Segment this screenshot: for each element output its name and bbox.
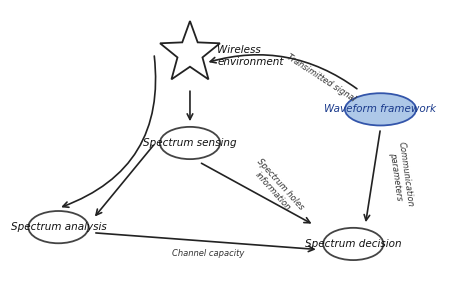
Text: Communication
parameters: Communication parameters xyxy=(387,141,415,209)
Text: Spectrum decision: Spectrum decision xyxy=(305,239,401,249)
Ellipse shape xyxy=(28,211,89,243)
Polygon shape xyxy=(160,21,220,79)
Text: Spectrum holes
information: Spectrum holes information xyxy=(247,157,305,219)
Ellipse shape xyxy=(323,228,383,260)
Ellipse shape xyxy=(160,127,220,159)
Text: Wireless
environment: Wireless environment xyxy=(217,45,283,67)
Text: Transimitted signal: Transimitted signal xyxy=(285,53,357,104)
Text: Waveform framework: Waveform framework xyxy=(325,104,437,114)
Text: Channel capacity: Channel capacity xyxy=(172,249,244,258)
Text: Spectrum analysis: Spectrum analysis xyxy=(10,222,106,232)
Ellipse shape xyxy=(345,93,416,126)
Text: Spectrum sensing: Spectrum sensing xyxy=(143,138,237,148)
